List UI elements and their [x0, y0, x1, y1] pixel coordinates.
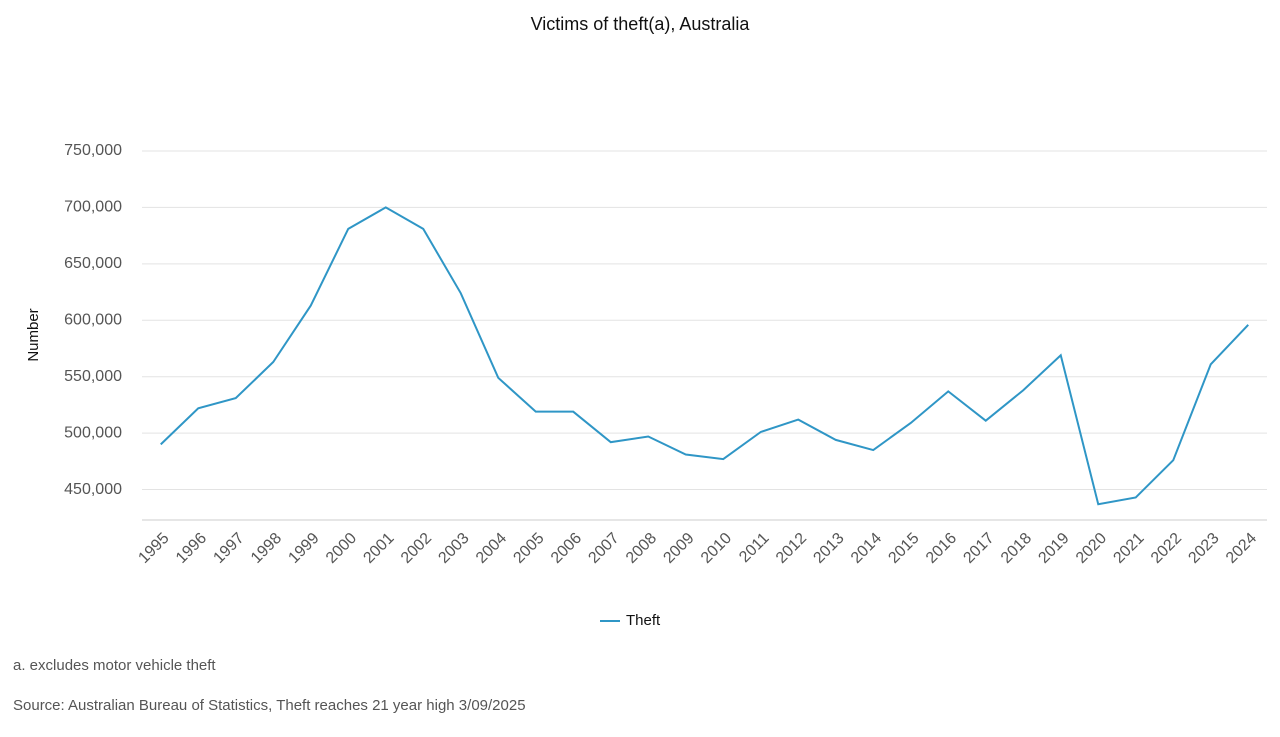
- y-tick-label: 500,000: [64, 424, 122, 441]
- x-tick-label: 2007: [585, 530, 622, 567]
- x-tick-label: 2009: [660, 530, 697, 567]
- y-tick-label: 750,000: [64, 142, 122, 159]
- x-tick-label: 2010: [698, 530, 735, 567]
- data-line: [160, 206, 1249, 506]
- x-tick-label: 1996: [173, 530, 210, 567]
- chart-title: Victims of theft(a), Australia: [531, 14, 751, 34]
- y-tick-label: 650,000: [64, 255, 122, 272]
- x-tick-label: 2006: [548, 530, 585, 567]
- x-tick-label: 2019: [1035, 530, 1072, 567]
- x-tick-label: 2018: [998, 530, 1035, 567]
- x-tick-label: 2024: [1223, 530, 1260, 567]
- footnote: a. excludes motor vehicle theft: [13, 657, 216, 674]
- y-axis-label: Number: [25, 308, 42, 361]
- x-tick-label: 2002: [398, 530, 435, 567]
- y-tick-label: 550,000: [64, 368, 122, 385]
- x-tick-label: 2000: [323, 530, 360, 567]
- y-tick-label: 600,000: [64, 311, 122, 328]
- x-tick-label: 2012: [773, 530, 810, 567]
- x-tick-label: 2001: [360, 530, 397, 567]
- x-tick-label: 2017: [960, 530, 997, 567]
- x-tick-label: 2021: [1110, 530, 1147, 567]
- y-tick-label: 450,000: [64, 481, 122, 498]
- x-tick-label: 2011: [736, 530, 772, 566]
- x-tick-label: 2005: [510, 530, 547, 567]
- x-tick-label: 1997: [210, 530, 247, 567]
- x-tick-label: 2022: [1148, 530, 1185, 567]
- x-tick-label: 1998: [248, 530, 285, 567]
- x-tick-label: 2008: [623, 530, 660, 567]
- x-tick-label: 2023: [1185, 530, 1222, 567]
- legend-label: Theft: [626, 612, 661, 629]
- x-tick-label: 1995: [135, 530, 172, 567]
- x-tick-label: 2013: [810, 530, 847, 567]
- x-tick-label: 2003: [435, 530, 472, 567]
- source: Source: Australian Bureau of Statistics,…: [13, 697, 526, 714]
- x-tick-label: 2020: [1073, 530, 1110, 567]
- x-tick-label: 2015: [885, 530, 922, 567]
- x-tick-label: 1999: [285, 530, 322, 567]
- y-tick-label: 700,000: [64, 199, 122, 216]
- x-tick-label: 2014: [848, 530, 885, 567]
- x-tick-label: 2016: [923, 530, 960, 567]
- x-tick-label: 2004: [473, 530, 510, 567]
